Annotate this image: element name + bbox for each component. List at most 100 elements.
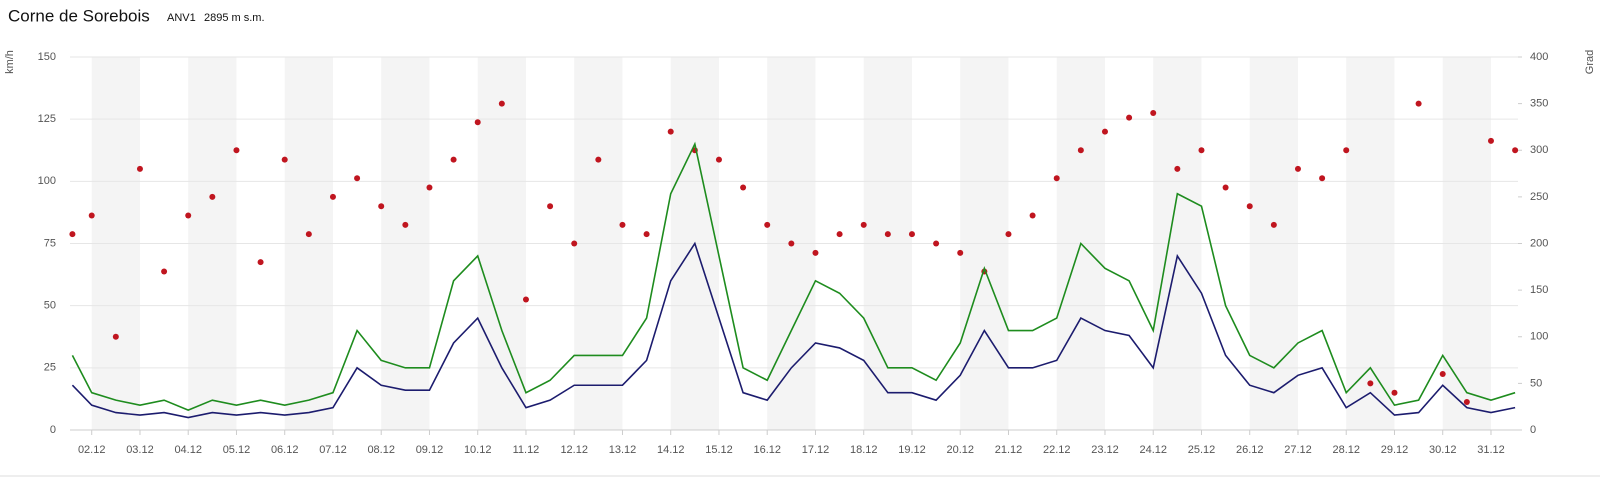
scatter-point bbox=[667, 128, 674, 135]
x-tick-label: 23.12 bbox=[1091, 444, 1119, 456]
x-tick-label: 17.12 bbox=[802, 444, 830, 456]
y2-tick-label: 400 bbox=[1530, 51, 1548, 63]
scatter-point bbox=[715, 156, 722, 163]
x-tick-label: 29.12 bbox=[1381, 444, 1409, 456]
scatter-point bbox=[957, 249, 964, 256]
scatter-point bbox=[426, 184, 433, 191]
scatter-point bbox=[112, 333, 119, 340]
scatter-point bbox=[788, 240, 795, 247]
y-tick-label: 75 bbox=[44, 237, 56, 249]
scatter-point bbox=[474, 119, 481, 126]
x-tick-label: 18.12 bbox=[850, 444, 878, 456]
y2-axis-title: Grad bbox=[1584, 50, 1596, 74]
y2-tick-label: 200 bbox=[1530, 237, 1548, 249]
y-tick-label: 25 bbox=[44, 362, 56, 374]
scatter-point bbox=[1270, 221, 1277, 228]
scatter-point bbox=[450, 156, 457, 163]
scatter-point bbox=[1294, 165, 1301, 172]
scatter-point bbox=[595, 156, 602, 163]
scatter-point bbox=[1198, 147, 1205, 154]
scatter-point bbox=[1487, 137, 1494, 144]
scatter-point bbox=[908, 231, 915, 238]
scatter-point bbox=[1222, 184, 1229, 191]
scatter-point bbox=[209, 193, 216, 200]
station-code: ANV1 bbox=[167, 12, 196, 24]
chart-title: Corne de Sorebois bbox=[8, 6, 150, 25]
x-tick-label: 03.12 bbox=[126, 444, 154, 456]
x-tick-label: 04.12 bbox=[174, 444, 202, 456]
y2-tick-label: 50 bbox=[1530, 377, 1542, 389]
y2-tick-label: 350 bbox=[1530, 98, 1548, 110]
x-tick-label: 28.12 bbox=[1332, 444, 1360, 456]
scatter-point bbox=[378, 203, 385, 210]
scatter-point bbox=[547, 203, 554, 210]
scatter-point bbox=[1246, 203, 1253, 210]
scatter-point bbox=[1029, 212, 1036, 219]
y-tick-label: 0 bbox=[50, 424, 56, 436]
scatter-point bbox=[1367, 380, 1374, 387]
x-tick-label: 02.12 bbox=[78, 444, 106, 456]
x-tick-label: 20.12 bbox=[946, 444, 974, 456]
x-tick-label: 30.12 bbox=[1429, 444, 1457, 456]
scatter-point bbox=[1319, 175, 1326, 182]
scatter-point bbox=[1053, 175, 1060, 182]
x-tick-label: 24.12 bbox=[1139, 444, 1167, 456]
y-axis-title: km/h bbox=[4, 50, 16, 74]
scatter-point bbox=[185, 212, 192, 219]
y2-tick-label: 250 bbox=[1530, 191, 1548, 203]
x-tick-label: 13.12 bbox=[609, 444, 637, 456]
x-tick-label: 08.12 bbox=[367, 444, 395, 456]
scatter-point bbox=[1101, 128, 1108, 135]
x-tick-label: 25.12 bbox=[1188, 444, 1216, 456]
scatter-point bbox=[1005, 231, 1012, 238]
scatter-point bbox=[812, 249, 819, 256]
scatter-point bbox=[764, 221, 771, 228]
scatter-point bbox=[1150, 109, 1157, 116]
x-tick-label: 14.12 bbox=[657, 444, 685, 456]
scatter-point bbox=[354, 175, 361, 182]
y-tick-label: 50 bbox=[44, 300, 56, 312]
scatter-point bbox=[619, 221, 626, 228]
scatter-point bbox=[836, 231, 843, 238]
x-tick-label: 10.12 bbox=[464, 444, 492, 456]
scatter-point bbox=[571, 240, 578, 247]
scatter-point bbox=[69, 231, 76, 238]
scatter-point bbox=[884, 231, 891, 238]
scatter-point bbox=[1343, 147, 1350, 154]
x-tick-label: 22.12 bbox=[1043, 444, 1071, 456]
x-tick-label: 16.12 bbox=[753, 444, 781, 456]
y2-tick-label: 150 bbox=[1530, 284, 1548, 296]
y2-tick-label: 100 bbox=[1530, 331, 1548, 343]
x-tick-label: 06.12 bbox=[271, 444, 299, 456]
scatter-point bbox=[161, 268, 168, 275]
scatter-point bbox=[281, 156, 288, 163]
x-tick-label: 21.12 bbox=[995, 444, 1023, 456]
scatter-point bbox=[860, 221, 867, 228]
scatter-point bbox=[257, 259, 264, 266]
x-tick-label: 19.12 bbox=[898, 444, 926, 456]
scatter-point bbox=[1439, 371, 1446, 378]
scatter-point bbox=[498, 100, 505, 107]
scatter-point bbox=[933, 240, 940, 247]
x-tick-label: 15.12 bbox=[705, 444, 733, 456]
scatter-point bbox=[1463, 399, 1470, 406]
x-tick-label: 11.12 bbox=[513, 444, 540, 456]
scatter-point bbox=[740, 184, 747, 191]
scatter-point bbox=[1174, 165, 1181, 172]
x-tick-label: 12.12 bbox=[560, 444, 588, 456]
x-tick-label: 26.12 bbox=[1236, 444, 1264, 456]
scatter-point bbox=[305, 231, 312, 238]
scatter-point bbox=[643, 231, 650, 238]
y-tick-label: 150 bbox=[38, 51, 56, 63]
x-tick-label: 05.12 bbox=[223, 444, 251, 456]
scatter-point bbox=[329, 193, 336, 200]
scatter-point bbox=[522, 296, 529, 303]
y-tick-label: 125 bbox=[38, 113, 56, 125]
scatter-point bbox=[1391, 389, 1398, 396]
scatter-point bbox=[136, 165, 143, 172]
scatter-point bbox=[1077, 147, 1084, 154]
scatter-point bbox=[402, 221, 409, 228]
x-tick-label: 09.12 bbox=[416, 444, 444, 456]
line-series bbox=[71, 141, 1516, 411]
scatter-point bbox=[88, 212, 95, 219]
